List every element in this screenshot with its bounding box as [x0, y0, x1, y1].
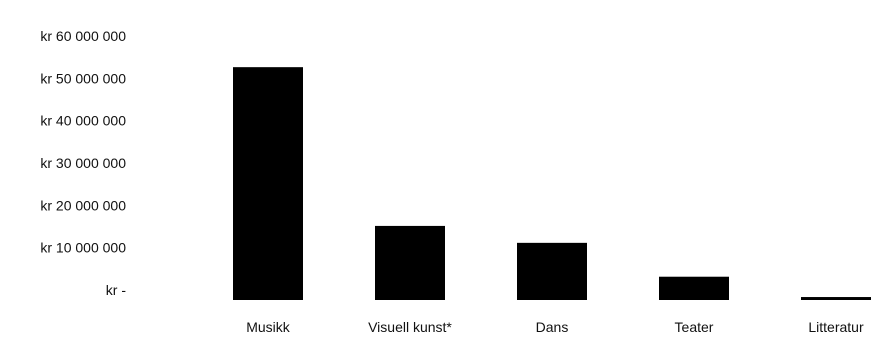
y-tick-label: kr 60 000 000: [40, 28, 126, 44]
bar: [233, 67, 303, 301]
bar: [659, 276, 729, 300]
x-tick-label: Visuell kunst*: [368, 319, 452, 335]
bar: [517, 242, 587, 300]
y-tick-label: kr 30 000 000: [40, 155, 126, 171]
y-tick-label: kr -: [106, 282, 127, 298]
y-tick-label: kr 40 000 000: [40, 113, 126, 129]
x-tick-label: Dans: [536, 319, 569, 335]
y-tick-label: kr 50 000 000: [40, 70, 126, 86]
x-axis-labels: Musikk Visuell kunst* Dans Teater Litteratur: [246, 319, 864, 335]
y-tick-label: kr 20 000 000: [40, 197, 126, 213]
bar: [801, 297, 871, 300]
x-tick-label: Litteratur: [808, 319, 864, 335]
x-tick-label: Teater: [675, 319, 714, 335]
bar: [375, 225, 445, 300]
y-axis-ticks: kr - kr 10 000 000 kr 20 000 000 kr 30 000 …: [40, 28, 126, 298]
x-tick-label: Musikk: [246, 319, 291, 335]
y-tick-label: kr 10 000 000: [40, 240, 126, 256]
bars-group: [233, 67, 871, 301]
